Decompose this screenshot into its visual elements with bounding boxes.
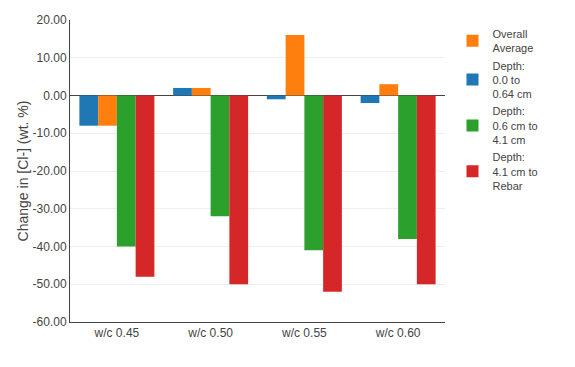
- svg-text:Depth:0.6 cm to4.1 cm: Depth:0.6 cm to4.1 cm: [493, 105, 538, 146]
- svg-text:-60.00: -60.00: [33, 315, 67, 329]
- svg-text:-50.00: -50.00: [33, 277, 67, 291]
- svg-text:Depth:4.1 cm toRebar: Depth:4.1 cm toRebar: [493, 151, 538, 192]
- svg-text:Change in [Cl-] (wt. %): Change in [Cl-] (wt. %): [15, 101, 31, 242]
- svg-text:10.00: 10.00: [37, 51, 67, 65]
- svg-text:-40.00: -40.00: [33, 240, 67, 254]
- svg-text:OverallAverage: OverallAverage: [493, 28, 534, 54]
- svg-text:-20.00: -20.00: [33, 164, 67, 178]
- svg-text:Depth:0.0 to0.64 cm: Depth:0.0 to0.64 cm: [493, 60, 532, 101]
- svg-text:0.00: 0.00: [43, 89, 67, 103]
- svg-text:w/c 0.50: w/c 0.50: [187, 326, 233, 340]
- svg-text:-10.00: -10.00: [33, 126, 67, 140]
- svg-text:w/c 0.45: w/c 0.45: [94, 326, 140, 340]
- svg-text:w/c 0.60: w/c 0.60: [375, 326, 421, 340]
- svg-text:-30.00: -30.00: [33, 202, 67, 216]
- svg-text:20.00: 20.00: [37, 13, 67, 27]
- svg-text:w/c 0.55: w/c 0.55: [281, 326, 327, 340]
